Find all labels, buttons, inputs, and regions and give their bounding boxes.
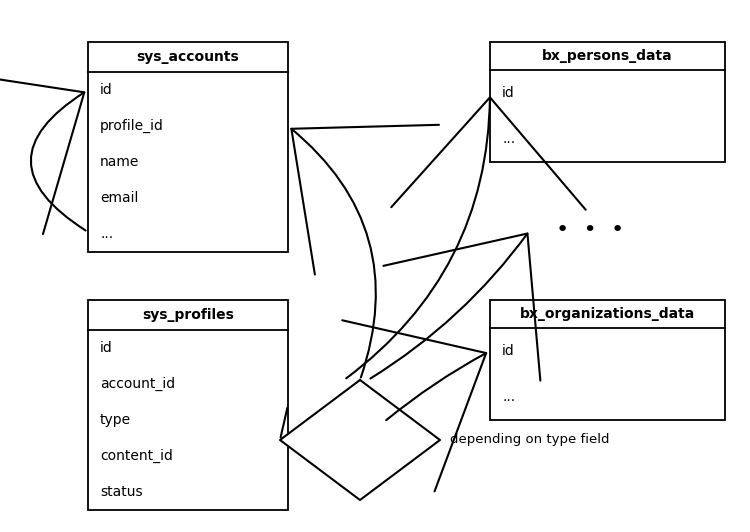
- Text: id: id: [100, 83, 112, 97]
- Text: ...: ...: [100, 227, 113, 241]
- Bar: [490, 42, 725, 162]
- Text: depending on type field: depending on type field: [450, 434, 610, 446]
- Text: status: status: [100, 485, 142, 499]
- Text: id: id: [502, 86, 515, 100]
- Text: email: email: [100, 191, 138, 205]
- Bar: [88, 300, 288, 510]
- Text: •  •  •: • • •: [556, 220, 624, 240]
- Text: content_id: content_id: [100, 449, 172, 463]
- Text: sys_accounts: sys_accounts: [136, 50, 239, 64]
- Text: ...: ...: [502, 390, 515, 404]
- Text: ...: ...: [502, 132, 515, 146]
- Text: id: id: [502, 344, 515, 358]
- Text: profile_id: profile_id: [100, 119, 164, 133]
- Text: bx_persons_data: bx_persons_data: [542, 49, 673, 63]
- Text: account_id: account_id: [100, 377, 175, 391]
- Text: id: id: [100, 341, 112, 355]
- Text: name: name: [100, 155, 140, 169]
- Polygon shape: [280, 380, 440, 500]
- Bar: [490, 300, 725, 420]
- Text: type: type: [100, 413, 131, 427]
- Text: sys_profiles: sys_profiles: [142, 308, 234, 322]
- Text: bx_organizations_data: bx_organizations_data: [520, 307, 695, 321]
- Bar: [88, 42, 288, 252]
